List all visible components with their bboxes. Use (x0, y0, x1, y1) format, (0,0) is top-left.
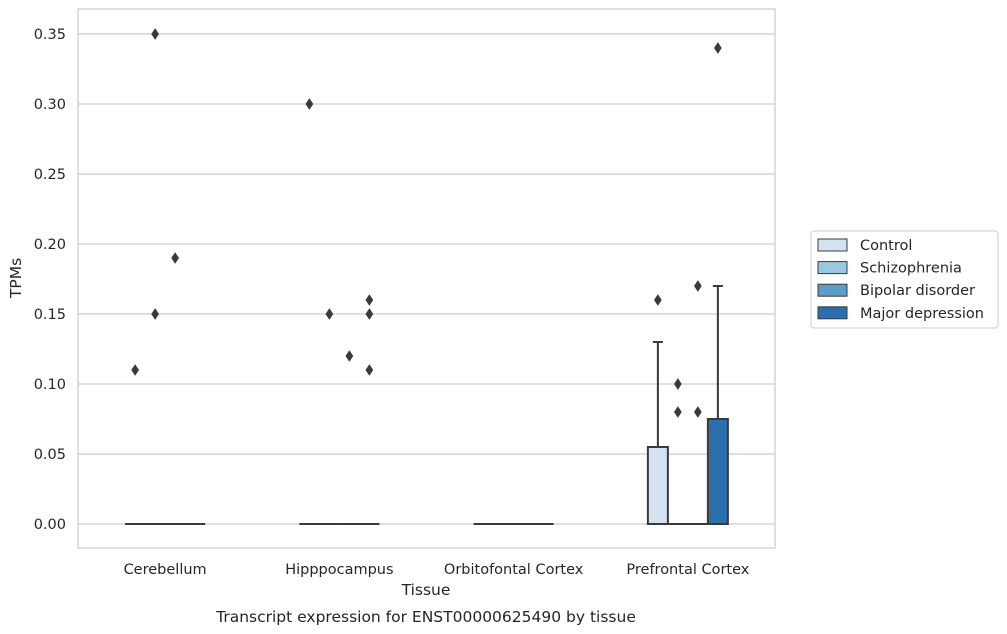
outlier-point (713, 42, 722, 54)
y-tick-label: 0.35 (34, 27, 66, 43)
y-tick-label: 0.20 (34, 237, 66, 253)
y-tick-label: 0.00 (34, 517, 66, 533)
legend-label: Major depression (860, 306, 984, 322)
x-tick-label: Hipppocampus (285, 562, 393, 578)
box-control (646, 294, 669, 525)
x-tick-labels: Cerebellum Hipppocampus Orbitofontal Corte… (124, 562, 750, 578)
legend-label: Control (860, 238, 912, 254)
legend-swatch (817, 283, 848, 297)
box-control (125, 364, 146, 525)
box-major-depression (359, 294, 380, 525)
x-tick-label: Cerebellum (124, 562, 207, 578)
outlier-point (131, 364, 140, 376)
legend-swatch (817, 238, 848, 252)
outlier-point (653, 294, 662, 306)
box-series (125, 28, 729, 525)
outlier-point (365, 364, 374, 376)
outlier-point (345, 350, 354, 362)
outlier-point (171, 252, 180, 264)
chart-caption: Transcript expression for ENST0000062549… (215, 608, 636, 626)
legend-frame (810, 230, 999, 329)
box-schizophrenia (145, 28, 166, 525)
box-major-depression (706, 42, 729, 525)
legend-label: Bipolar disorder (860, 283, 975, 299)
y-tick-label: 0.25 (34, 167, 66, 183)
box-schizophrenia (667, 378, 688, 525)
outlier-point (305, 98, 314, 110)
box-bipolar-disorder (687, 280, 708, 525)
legend-swatch (817, 306, 848, 320)
box-schizophrenia (319, 308, 340, 525)
box-rect (706, 418, 729, 525)
y-tick-labels: 0.00 0.05 0.10 0.15 0.20 0.25 0.30 0.35 (34, 27, 66, 533)
legend-swatch (817, 261, 848, 275)
x-tick-label: Prefrontal Cortex (626, 562, 749, 578)
plot-frame (77, 8, 776, 549)
y-tick-label: 0.15 (34, 307, 66, 323)
legend: Control Schizophrenia Bipolar disorder Majo… (810, 230, 999, 329)
box-rect (646, 446, 669, 525)
outlier-point (151, 308, 160, 320)
y-axis-label: TPMs (7, 258, 25, 299)
y-tick-label: 0.05 (34, 447, 66, 463)
outlier-point (325, 308, 334, 320)
box-control (299, 98, 320, 525)
outlier-point (673, 406, 682, 418)
outlier-point (673, 378, 682, 390)
box-bipolar-disorder (339, 350, 360, 525)
outlier-point (365, 294, 374, 306)
outlier-point (151, 28, 160, 40)
y-tick-label: 0.10 (34, 377, 66, 393)
gridlines (78, 33, 775, 525)
y-tick-label: 0.30 (34, 97, 66, 113)
outlier-point (693, 280, 702, 292)
x-tick-label: Orbitofontal Cortex (444, 562, 584, 578)
legend-label: Schizophrenia (860, 261, 962, 277)
x-axis-label: Tissue (401, 581, 451, 599)
box-bipolar-disorder (165, 252, 186, 525)
outlier-point (693, 406, 702, 418)
outlier-point (365, 308, 374, 320)
